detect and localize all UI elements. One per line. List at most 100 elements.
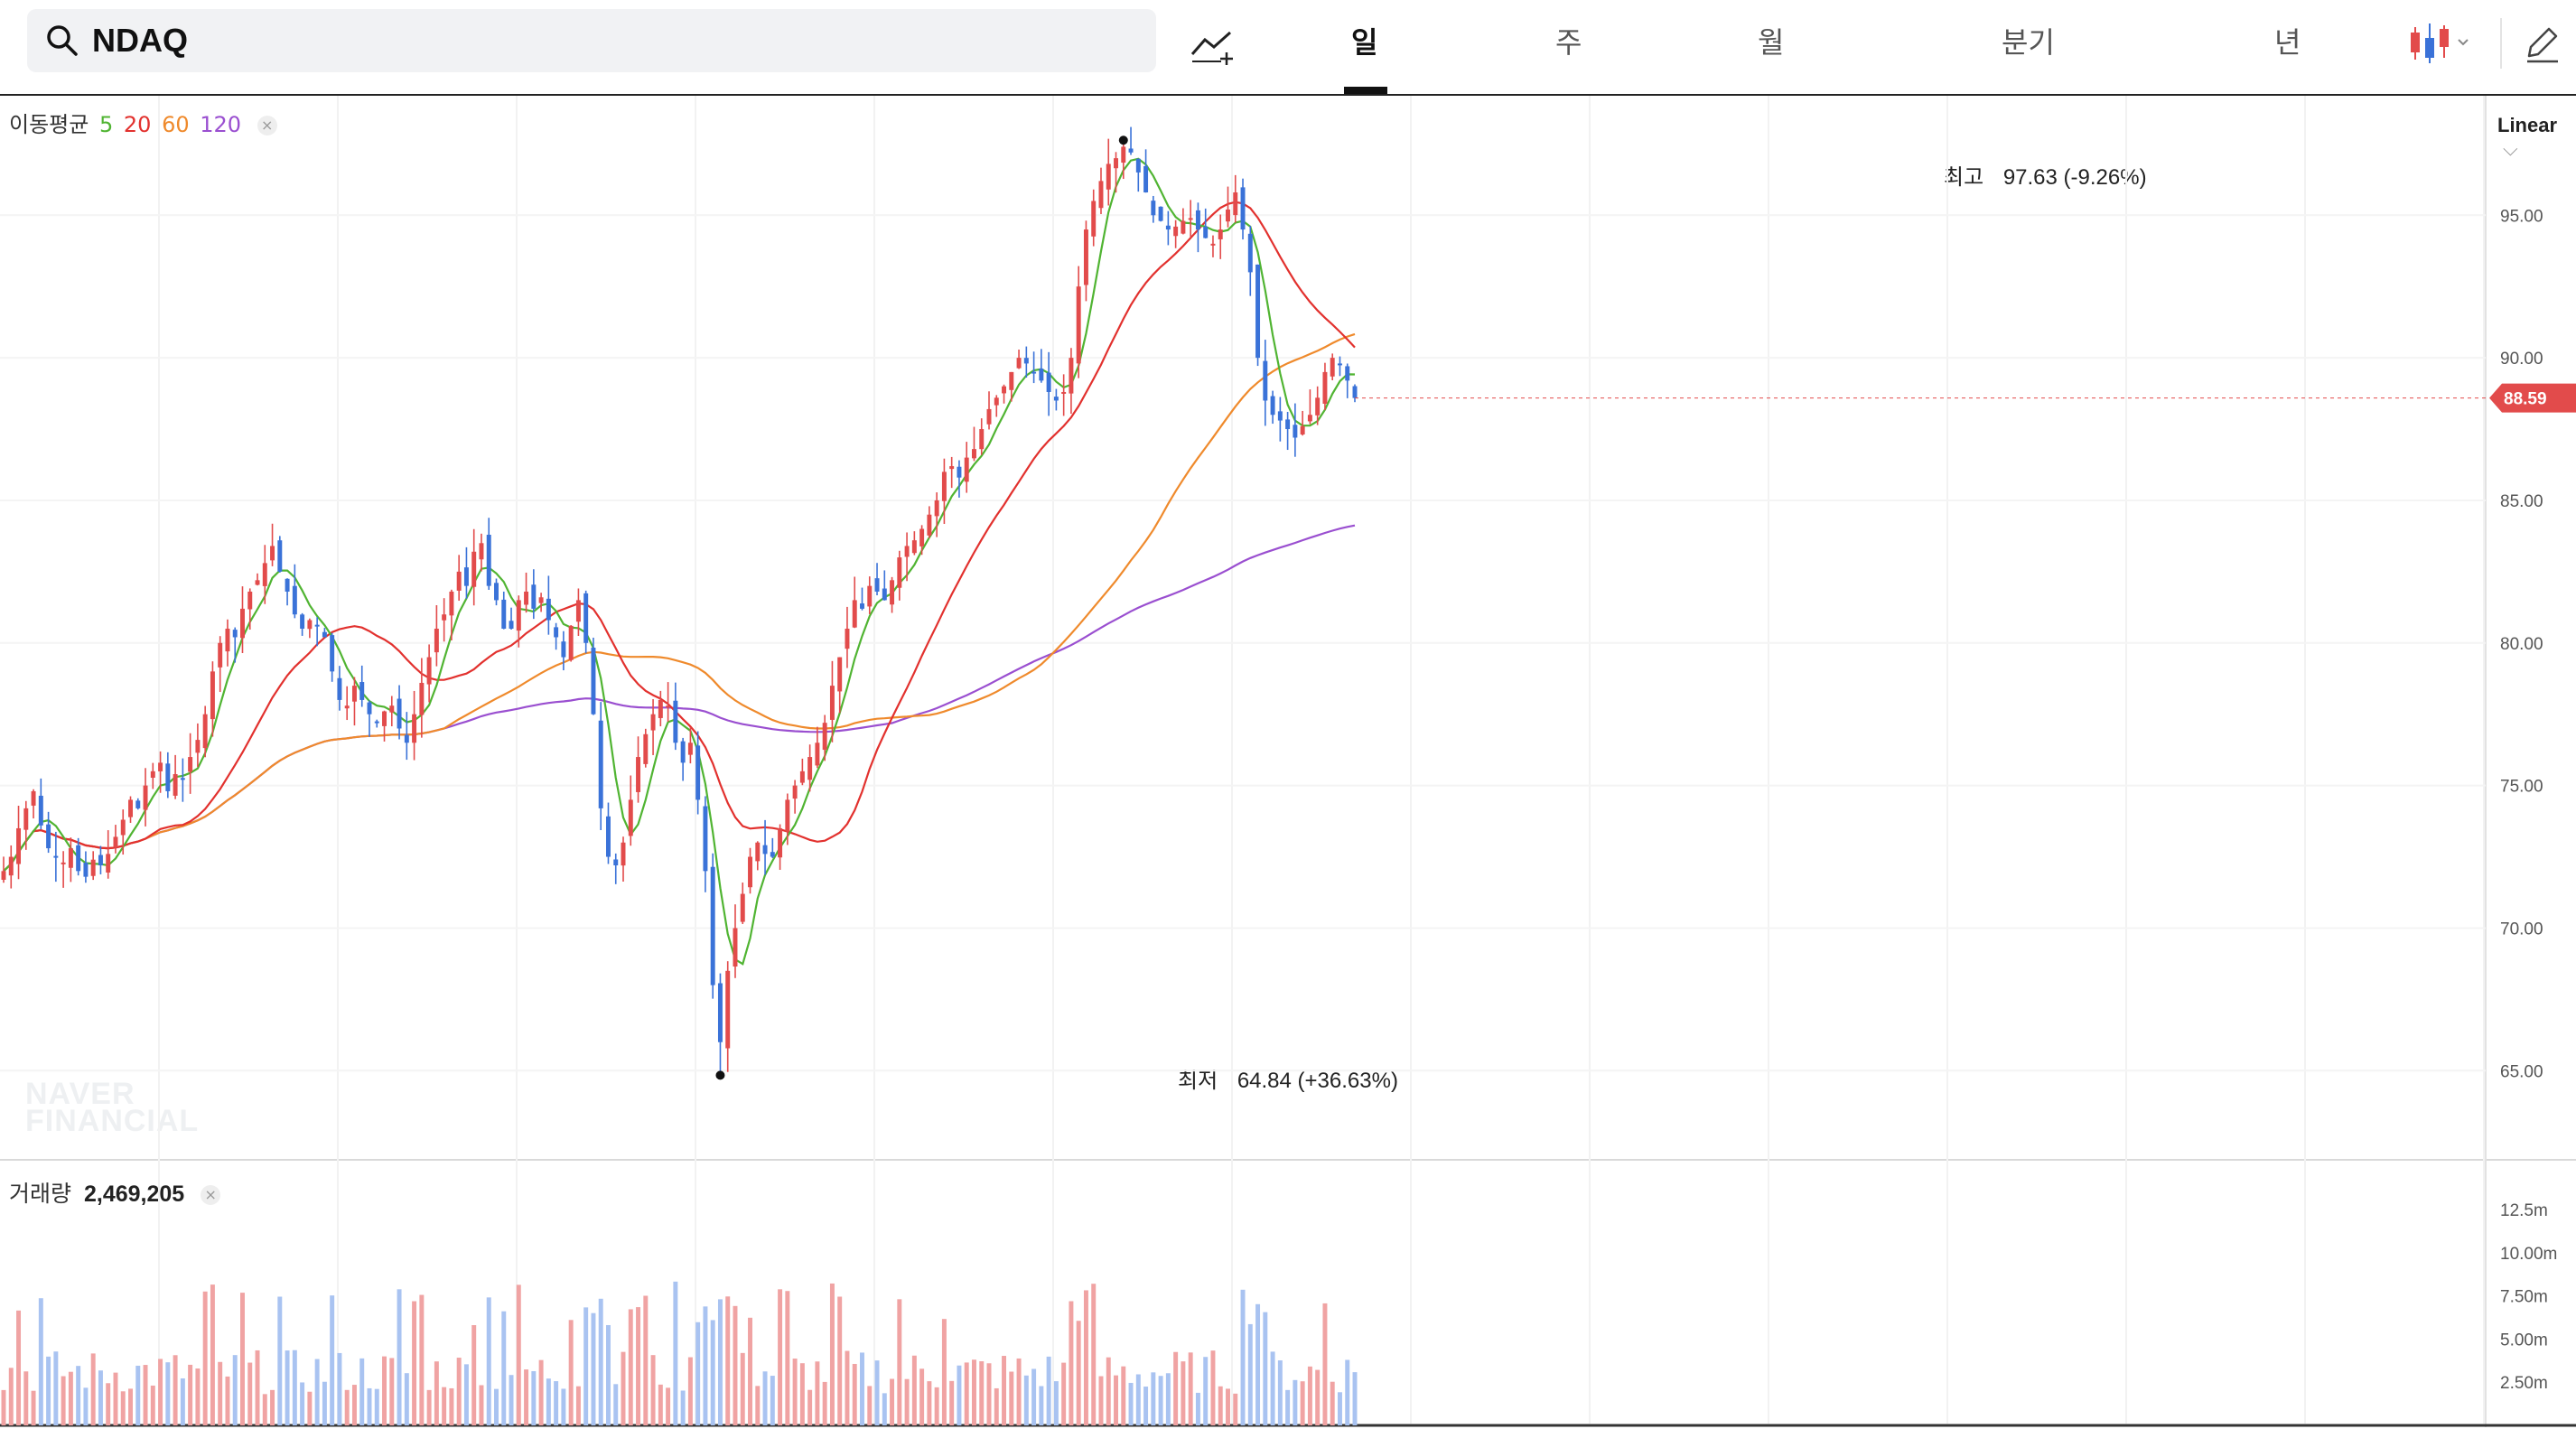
candle-body bbox=[613, 859, 619, 866]
volume-bar bbox=[1330, 1381, 1335, 1425]
volume-bar bbox=[762, 1371, 768, 1425]
volume-bar bbox=[904, 1378, 910, 1425]
volume-bar bbox=[285, 1350, 290, 1425]
ma60-line bbox=[3, 332, 1356, 873]
y-tick-label: 95.00 bbox=[2500, 207, 2543, 226]
tab-year[interactable]: 년 bbox=[2274, 25, 2301, 60]
candle-body bbox=[218, 642, 223, 668]
volume-bar bbox=[583, 1307, 589, 1425]
volume-bar bbox=[76, 1366, 81, 1425]
candle-body bbox=[307, 620, 313, 630]
volume-bar bbox=[845, 1350, 850, 1425]
candle-body bbox=[419, 682, 425, 715]
current-price-label: 88.59 bbox=[2504, 390, 2547, 409]
search-input[interactable]: NDAQ bbox=[92, 22, 188, 59]
candle-body bbox=[964, 457, 969, 482]
volume-bar bbox=[509, 1375, 514, 1425]
candle-body bbox=[509, 621, 514, 629]
volume-bar bbox=[1016, 1358, 1022, 1425]
volume-bar bbox=[1226, 1388, 1230, 1425]
tab-quarter[interactable]: 분기 bbox=[2002, 25, 2055, 60]
volume-bar bbox=[1, 1389, 6, 1425]
remove-volume-button[interactable]: × bbox=[201, 1185, 221, 1205]
remove-indicator-button[interactable]: × bbox=[257, 116, 277, 135]
candle-body bbox=[740, 893, 745, 922]
volume-bar bbox=[643, 1295, 649, 1425]
volume-bar bbox=[442, 1387, 447, 1425]
volume-bar bbox=[911, 1355, 917, 1425]
scale-selector[interactable]: Linear ⌵ bbox=[2497, 114, 2576, 161]
candle-body bbox=[330, 635, 335, 672]
volume-bar bbox=[180, 1378, 185, 1425]
candle-body bbox=[202, 714, 208, 749]
candle-body bbox=[1046, 372, 1051, 392]
volume-bar bbox=[486, 1297, 491, 1425]
tab-day[interactable]: 일 bbox=[1351, 25, 1378, 60]
volume-bar bbox=[748, 1317, 752, 1425]
candle-body bbox=[247, 591, 253, 610]
search-box[interactable]: NDAQ bbox=[27, 9, 1156, 72]
volume-bar bbox=[98, 1370, 103, 1425]
volume-bar bbox=[822, 1381, 827, 1425]
tab-week[interactable]: 주 bbox=[1555, 25, 1582, 60]
low-label: 최저 bbox=[1178, 1068, 1218, 1093]
candle-body bbox=[1345, 366, 1350, 381]
volume-bar bbox=[434, 1361, 439, 1425]
candle-body bbox=[1106, 163, 1111, 190]
volume-bar bbox=[792, 1359, 798, 1425]
volume-bar bbox=[538, 1359, 544, 1425]
candle-body bbox=[434, 629, 439, 653]
ma120-label: 120 bbox=[200, 112, 242, 137]
volume-bar bbox=[897, 1299, 902, 1425]
volume-bar bbox=[598, 1298, 603, 1425]
candle-body bbox=[703, 806, 708, 872]
candle-body bbox=[120, 819, 126, 836]
volume-bar bbox=[867, 1386, 873, 1425]
candle-body bbox=[1188, 218, 1193, 220]
candle-body bbox=[1293, 425, 1298, 438]
candle-body bbox=[666, 705, 671, 708]
candle-body bbox=[165, 763, 171, 791]
candle-body bbox=[1009, 371, 1014, 390]
volume-bar bbox=[1069, 1301, 1074, 1425]
volume-bar bbox=[1263, 1312, 1268, 1425]
candle-body bbox=[837, 657, 843, 692]
volume-bar bbox=[636, 1307, 641, 1425]
volume-bar bbox=[23, 1371, 29, 1425]
candlestick-icon[interactable] bbox=[2406, 18, 2478, 69]
candle-body bbox=[971, 449, 976, 459]
candle-body bbox=[1002, 386, 1007, 394]
volume-bar bbox=[277, 1296, 283, 1425]
candle-body bbox=[717, 983, 723, 1042]
candle-body bbox=[621, 842, 626, 866]
tab-month[interactable]: 월 bbox=[1758, 25, 1785, 60]
candle-body bbox=[382, 711, 387, 726]
candle-body bbox=[957, 466, 962, 478]
volume-bar bbox=[890, 1378, 895, 1425]
candle-body bbox=[23, 808, 29, 830]
candle-body bbox=[188, 757, 193, 772]
high-marker bbox=[1118, 135, 1128, 145]
volume-bar bbox=[949, 1380, 955, 1425]
candle-body bbox=[524, 591, 529, 605]
candle-body bbox=[568, 625, 574, 660]
volume-legend: 거래량 2,469,205 × bbox=[9, 1176, 221, 1209]
candle-body bbox=[927, 514, 932, 536]
chart-draw-icon[interactable] bbox=[1187, 18, 1237, 69]
volume-bar bbox=[524, 1369, 529, 1425]
volume-bar bbox=[120, 1391, 126, 1425]
candle-body bbox=[606, 816, 611, 857]
candle-body bbox=[598, 720, 603, 808]
y-tick-label: 80.00 bbox=[2500, 635, 2543, 654]
volume-bar bbox=[1128, 1382, 1134, 1425]
volume-bar bbox=[202, 1291, 208, 1425]
candle-body bbox=[785, 799, 790, 832]
pencil-icon[interactable] bbox=[2516, 18, 2567, 69]
volume-bar bbox=[1277, 1360, 1283, 1425]
volume-tick-label: 7.50m bbox=[2500, 1288, 2548, 1307]
volume-bar bbox=[143, 1365, 148, 1425]
volume-bar bbox=[740, 1352, 745, 1425]
candle-body bbox=[890, 580, 895, 605]
candle-body bbox=[106, 854, 111, 873]
